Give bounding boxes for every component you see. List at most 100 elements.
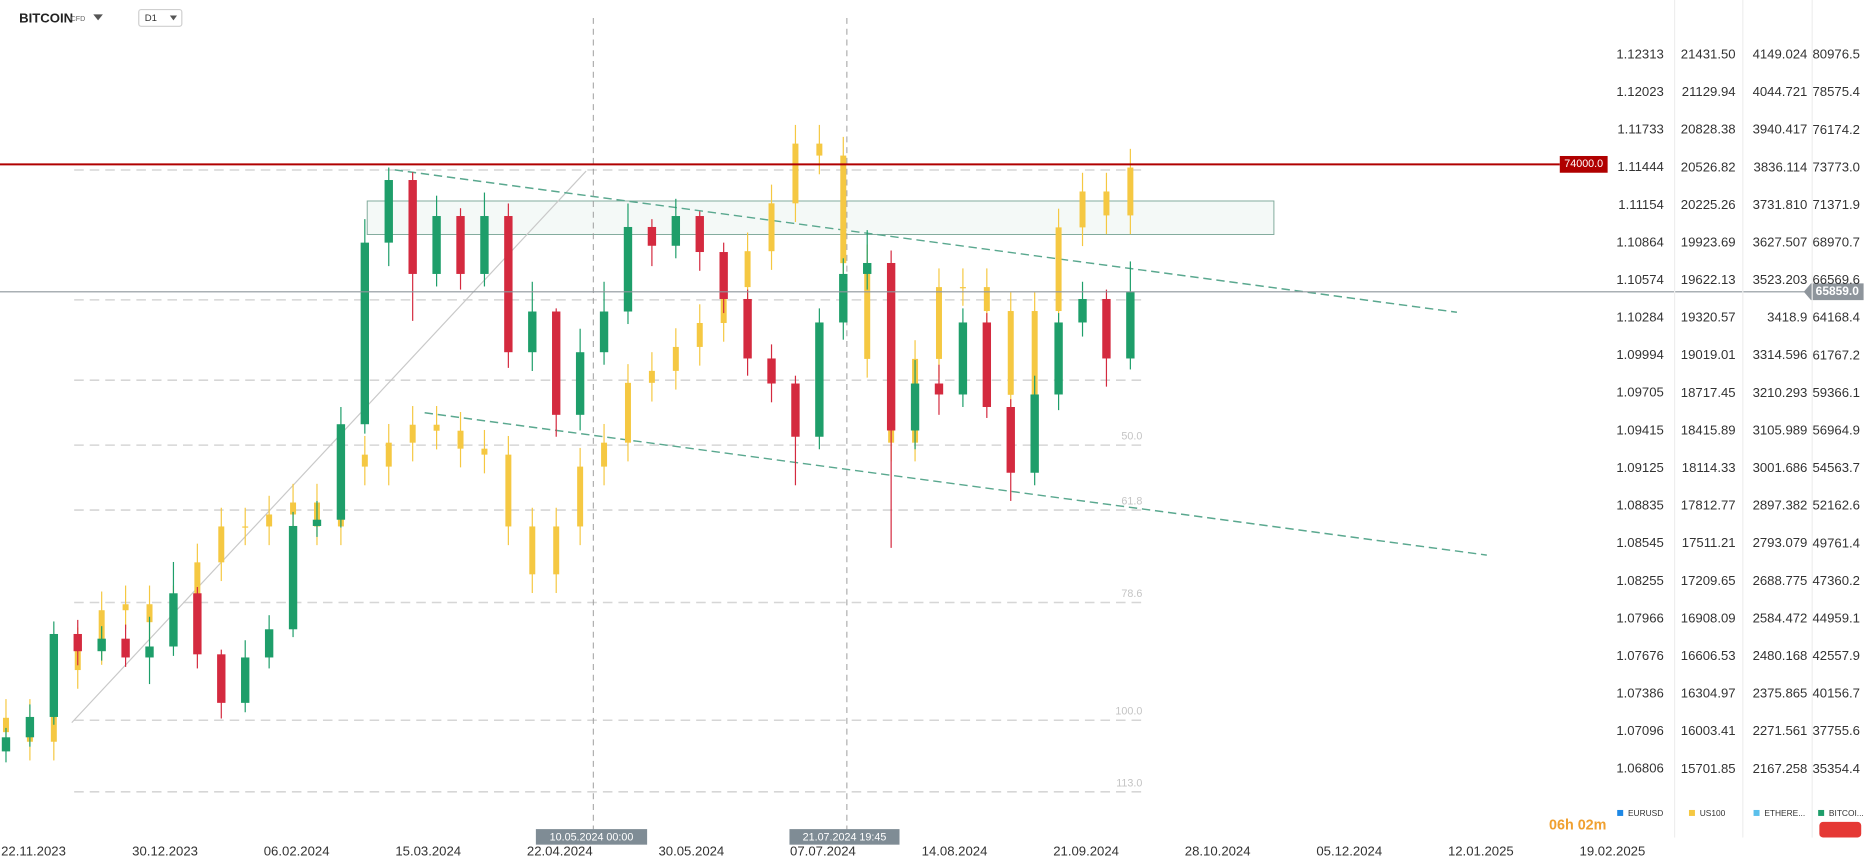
y-tick-label: 3001.686 xyxy=(1753,460,1808,475)
candle-body xyxy=(1054,322,1063,395)
x-tick-label: 22.11.2023 xyxy=(1,843,66,858)
legend-label: US100 xyxy=(1700,808,1726,818)
y-tick-label: 20828.38 xyxy=(1681,122,1736,137)
y-tick-label: 35354.4 xyxy=(1813,761,1861,776)
candle-body xyxy=(409,424,416,443)
candle-body xyxy=(2,717,9,733)
y-tick-label: 16003.41 xyxy=(1681,723,1736,738)
price-tag xyxy=(1803,283,1864,301)
candle-body xyxy=(1127,167,1134,216)
y-tick-label: 49761.4 xyxy=(1813,535,1861,550)
drawings xyxy=(71,17,1487,831)
y-tick-label: 18717.45 xyxy=(1681,385,1736,400)
y-tick-label: 1.09415 xyxy=(1616,422,1664,437)
candle-body xyxy=(361,454,368,467)
y-tick-label: 16304.97 xyxy=(1681,686,1736,701)
y-tick-label: 4149.024 xyxy=(1753,46,1808,61)
y-tick-label: 20526.82 xyxy=(1681,159,1736,174)
fib-label: 78.6 xyxy=(1121,588,1142,600)
candle-body xyxy=(480,216,489,274)
candle-body xyxy=(647,226,657,246)
y-tick-label: 21129.94 xyxy=(1682,84,1736,99)
candle-body xyxy=(1030,394,1039,473)
y-tick-label: 1.07386 xyxy=(1616,686,1664,701)
y-tick-label: 16908.09 xyxy=(1681,610,1736,625)
candle-body xyxy=(648,370,655,383)
interval-select[interactable] xyxy=(138,8,183,27)
candle-body xyxy=(624,382,631,443)
y-tick-label: 1.06806 xyxy=(1616,761,1664,776)
price-lines: 74000.0 65859.0 xyxy=(0,155,1864,301)
y-tick-label: 1.11733 xyxy=(1617,122,1664,137)
x-tick-label: 22.04.2024 xyxy=(527,843,593,858)
time-axis: 22.11.2023 30.12.2023 06.02.2024 15.03.2024… xyxy=(1,843,1645,858)
candle-body xyxy=(336,424,346,520)
candle-body xyxy=(385,442,392,467)
y-tick-label: 3836.114 xyxy=(1754,159,1808,174)
trade-button[interactable] xyxy=(1819,821,1862,838)
y-tick-label: 37755.6 xyxy=(1813,723,1861,738)
candle-body xyxy=(816,143,823,156)
candle-body xyxy=(25,716,35,738)
candle-body xyxy=(599,311,609,353)
candle-body xyxy=(528,311,537,353)
y-tick-label: 44959.1 xyxy=(1813,610,1861,625)
x-tick-label: 15.03.2024 xyxy=(395,843,461,858)
candle-body xyxy=(73,633,82,652)
candle-body xyxy=(242,526,249,528)
candle-body xyxy=(1102,298,1111,359)
y-tick-label: 78575.4 xyxy=(1813,84,1861,99)
candle-body xyxy=(457,430,464,449)
price-axes: 1.12313 1.12023 1.11733 1.11444 1.11154 1.108… xyxy=(1616,0,1861,838)
x-tick-label: 07.07.2024 xyxy=(790,843,856,858)
candle-body xyxy=(97,638,106,652)
candle-body xyxy=(433,424,440,431)
instrument-dropdown[interactable] xyxy=(93,14,103,21)
candle-body xyxy=(719,252,728,299)
candle-body xyxy=(671,216,681,246)
fibonacci: 50.0 61.8 78.6 100.0 113.0 xyxy=(74,169,1142,793)
y-tick-label: 1.11444 xyxy=(1617,159,1664,174)
y-tick-label: 3418.9 xyxy=(1767,310,1807,325)
y-tick-label: 16606.53 xyxy=(1681,648,1736,663)
candle-body xyxy=(266,514,273,527)
candle-body xyxy=(840,155,847,264)
candle-body xyxy=(218,526,225,563)
instrument-type: CFD xyxy=(71,15,86,23)
candle-body xyxy=(791,383,800,437)
y-tick-label: 1.08545 xyxy=(1616,535,1664,550)
candle-body xyxy=(1126,291,1135,359)
y-tick-label: 73773.0 xyxy=(1813,159,1861,174)
instrument-name[interactable]: BITCOIN xyxy=(19,11,73,26)
y-tick-label: 19622.13 xyxy=(1681,272,1736,287)
candle-body xyxy=(529,526,536,575)
y-tick-label: 80976.5 xyxy=(1813,47,1861,62)
y-tick-label: 2167.258 xyxy=(1753,761,1808,776)
candle-body xyxy=(432,216,441,274)
candle-body xyxy=(122,604,129,611)
y-tick-label: 19019.01 xyxy=(1681,347,1736,362)
y-tick-label: 1.08255 xyxy=(1616,573,1664,588)
candle-body xyxy=(959,287,966,289)
y-tick-label: 2271.561 xyxy=(1753,723,1808,738)
price-tag-label: 74000.0 xyxy=(1564,158,1603,170)
y-tick-label: 15701.85 xyxy=(1681,761,1736,776)
y-tick-label: 1.12313 xyxy=(1616,46,1664,61)
x-tick-label: 28.10.2024 xyxy=(1185,843,1251,858)
candle-body xyxy=(815,322,824,437)
candle-body xyxy=(792,143,799,204)
candle-body xyxy=(768,203,775,252)
y-tick-label: 3731.810 xyxy=(1753,197,1808,212)
candle-body xyxy=(1006,407,1015,473)
y-tick-label: 76174.2 xyxy=(1813,122,1861,137)
x-tick-label: 19.02.2025 xyxy=(1580,843,1646,858)
x-tick-label: 12.01.2025 xyxy=(1448,843,1514,858)
y-tick-label: 1.09125 xyxy=(1616,460,1664,475)
y-tick-label: 3210.293 xyxy=(1753,385,1808,400)
y-tick-label: 21431.50 xyxy=(1681,47,1736,62)
candle-body xyxy=(1055,227,1062,312)
candle-body xyxy=(241,657,250,703)
y-tick-label: 2375.865 xyxy=(1753,686,1808,701)
candle-body xyxy=(575,352,585,415)
